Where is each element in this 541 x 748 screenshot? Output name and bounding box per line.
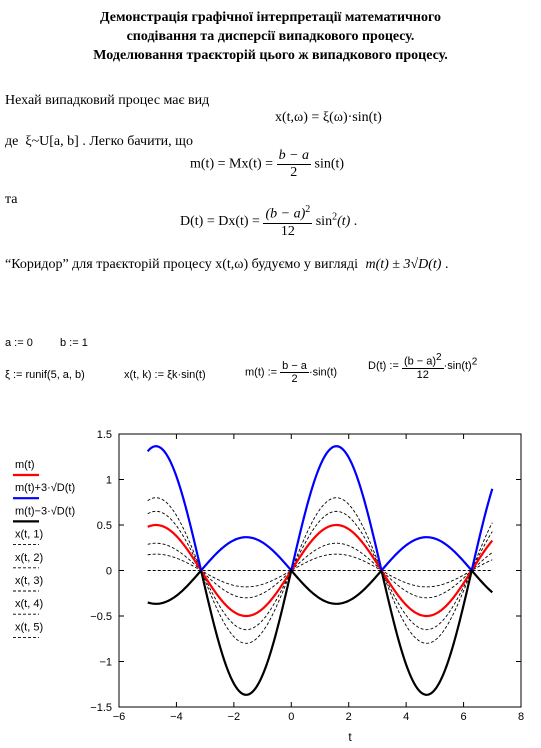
where-line: де ξ~U[a, b] . Легко бачити, що <box>5 134 193 150</box>
mean-rhs: sin(t) <box>314 156 345 172</box>
def-m-denominator: 2 <box>291 373 298 385</box>
x-tick-label: 0 <box>288 711 294 723</box>
def-a: a := 0 <box>5 337 33 349</box>
series-line-2 <box>146 445 494 573</box>
distribution-formula: ξ~U[a, b] <box>25 134 79 149</box>
def-D-denominator: 12 <box>416 368 429 381</box>
legend-label-4: x(t, 1) <box>15 529 43 541</box>
corridor-line: “Коридор” для траєкторій процесу x(t,ω) … <box>5 257 448 273</box>
def-m-rhs: ·sin(t) <box>308 366 338 379</box>
title-line-2: сподівання та дисперсії випадкового проц… <box>126 29 415 44</box>
y-tick-label: −1 <box>99 657 112 669</box>
easy-to-see-text: . Легко бачити, що <box>82 134 193 149</box>
legend-label-2: m(t)+3·√D(t) <box>15 482 75 494</box>
and-word: та <box>5 192 18 207</box>
x-tick-label: 6 <box>461 711 467 723</box>
var-end: . <box>353 214 358 230</box>
x-tick-label: −6 <box>113 711 126 723</box>
legend-label-3: m(t)−3·√D(t) <box>15 505 75 517</box>
y-tick-label: 1 <box>106 475 112 487</box>
y-tick-label: 0.5 <box>97 520 112 532</box>
where-prefix: де <box>5 134 19 149</box>
series-line-6 <box>147 542 493 599</box>
def-m-numerator: b − a <box>280 360 309 373</box>
def-D-rhs: ·sin(t) <box>443 360 472 373</box>
chart-axes: −6 −4 −2 0 2 4 6 8 −1.5 −1 −0.5 0 0.5 1 1.5 t <box>90 429 524 744</box>
var-denominator: 12 <box>280 223 295 239</box>
y-tick-label: 0 <box>106 566 112 578</box>
var-rhs: sin <box>315 214 333 230</box>
variance-formula: D(t) = Dx(t) = (b − a)2 12 sin2(t) . <box>180 204 357 240</box>
chart-legend: m(t) m(t)+3·√D(t) m(t)−3·√D(t) x(t, 1) x(t, … <box>13 459 75 638</box>
def-xi: ξ := runif(5, a, b) <box>5 369 85 381</box>
def-x: x(t, k) := ξk·sin(t) <box>124 369 206 381</box>
x-tick-label: 2 <box>346 711 352 723</box>
corridor-end: . <box>444 257 449 272</box>
series-line-7 <box>147 553 493 588</box>
def-D-rhs-exp: 2 <box>471 356 478 368</box>
def-m: m(t) := b − a 2 ·sin(t) <box>245 360 337 385</box>
legend-label-7: x(t, 4) <box>15 598 43 610</box>
x-tick-label: 4 <box>403 711 409 723</box>
var-numerator-exp: 2 <box>305 204 311 215</box>
series-line-3 <box>147 568 494 696</box>
x-tick-label: −4 <box>170 711 183 723</box>
def-D-numerator: (b − a) <box>403 355 437 368</box>
title-line-3: Моделювання траєкторій цього ж випадково… <box>93 48 448 63</box>
var-lhs: D(t) = Dx(t) = <box>180 214 260 230</box>
corridor-formula: m(t) ± 3√D(t) <box>365 257 442 272</box>
intro-text: Нехай випадковий процес має вид <box>5 93 210 108</box>
x-axis-label: t <box>348 730 352 744</box>
y-tick-label: −0.5 <box>90 611 112 623</box>
page-title: Демонстрація графічної інтерпретації мат… <box>0 8 541 65</box>
chart-plot-area <box>146 445 494 696</box>
def-b: b := 1 <box>60 337 88 349</box>
process-formula: x(t,ω) = ξ(ω)·sin(t) <box>275 110 382 125</box>
y-tick-label: 1.5 <box>97 429 112 441</box>
def-m-lhs: m(t) := <box>245 366 278 379</box>
def-D: D(t) := (b − a)2 12 ·sin(t)2 <box>368 352 477 381</box>
legend-label-8: x(t, 5) <box>15 621 43 633</box>
legend-label-5: x(t, 2) <box>15 552 43 564</box>
series-line-1 <box>147 523 494 618</box>
corridor-text: “Коридор” для траєкторій процесу x(t,ω) … <box>5 257 358 272</box>
x-tick-label: −2 <box>228 711 241 723</box>
legend-label-1: m(t) <box>15 459 35 471</box>
var-rhs-exp: 2 <box>332 211 338 223</box>
title-line-1: Демонстрація графічної інтерпретації мат… <box>99 10 442 25</box>
def-D-numerator-exp: 2 <box>436 352 442 363</box>
mean-formula: m(t) = Mx(t) = b − a 2 sin(t) <box>190 148 344 181</box>
mean-denominator: 2 <box>290 165 298 180</box>
series-line-4 <box>147 497 493 644</box>
y-tick-label: −1.5 <box>90 702 112 714</box>
mean-numerator: b − a <box>276 148 312 165</box>
x-tick-label: 8 <box>518 711 524 723</box>
var-rhs-arg: (t) <box>337 214 351 230</box>
trajectory-chart: m(t) m(t)+3·√D(t) m(t)−3·√D(t) x(t, 1) x(t, … <box>13 429 524 744</box>
legend-label-6: x(t, 3) <box>15 575 43 587</box>
mean-lhs: m(t) = Mx(t) = <box>190 156 274 172</box>
def-D-lhs: D(t) := <box>368 360 399 373</box>
var-numerator: (b − a) <box>265 206 306 222</box>
